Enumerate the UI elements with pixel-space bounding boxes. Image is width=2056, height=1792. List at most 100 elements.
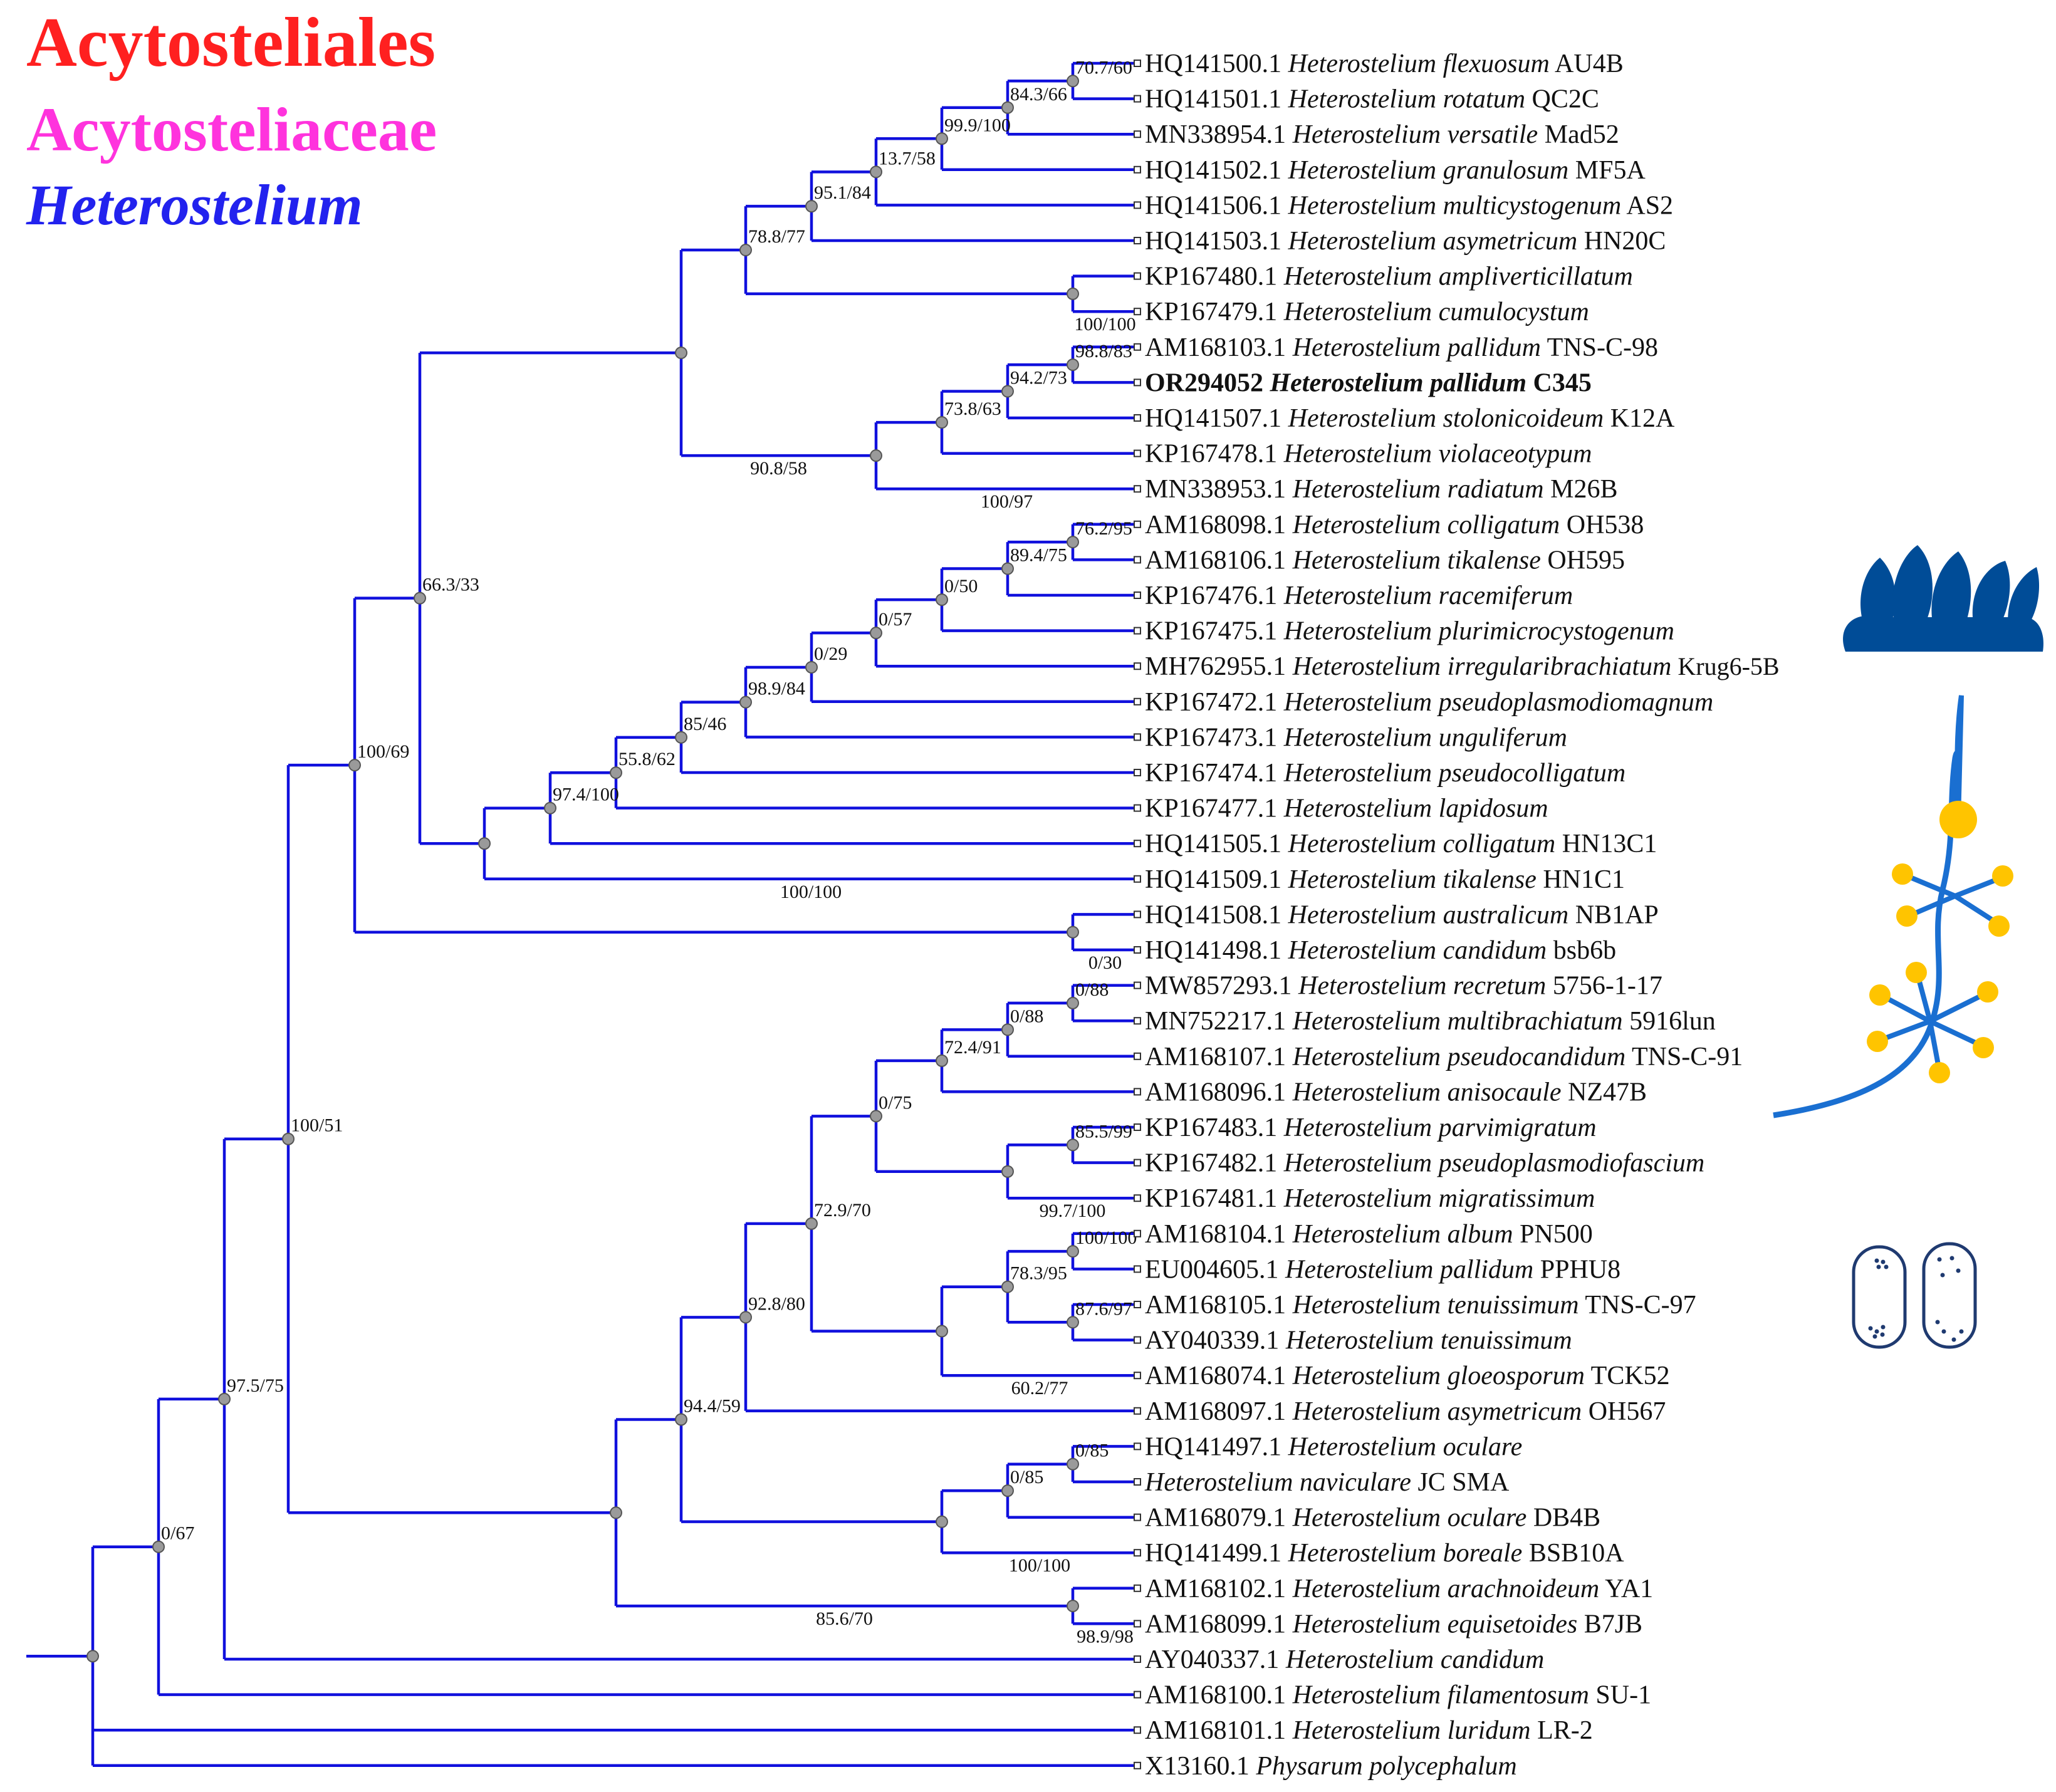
tip-species: Heterostelium oculare bbox=[1288, 1432, 1523, 1461]
tip-marker bbox=[1134, 272, 1141, 280]
tip-label: X13160.1 Physarum polycephalum bbox=[1145, 1752, 1517, 1781]
tip-accession: HQ141498.1 bbox=[1145, 936, 1288, 965]
support-value: 99.7/100 bbox=[1040, 1201, 1106, 1221]
tip-label: AM168096.1 Heterostelium anisocaule NZ47… bbox=[1145, 1078, 1647, 1107]
tip-strain: M26B bbox=[1544, 475, 1618, 504]
support-value: 100/100 bbox=[1075, 1227, 1137, 1248]
tree-node bbox=[1001, 562, 1014, 575]
tree-nodes bbox=[86, 75, 1079, 1663]
tip-accession: AM168099.1 bbox=[1145, 1610, 1293, 1638]
tip-accession: AM168079.1 bbox=[1145, 1504, 1293, 1533]
tip-species: Heterostelium multibrachiatum bbox=[1292, 1007, 1623, 1036]
tip-label: KP167476.1 Heterostelium racemiferum bbox=[1145, 581, 1573, 610]
tip-marker bbox=[1134, 378, 1141, 387]
tip-marker bbox=[1134, 910, 1141, 919]
tip-species: Heterostelium flexuosum bbox=[1288, 49, 1550, 78]
tip-marker bbox=[1134, 1088, 1141, 1096]
tip-strain: OH538 bbox=[1560, 511, 1644, 539]
tip-accession: AM168103.1 bbox=[1145, 333, 1293, 362]
tip-marker bbox=[1134, 414, 1141, 422]
tree-node bbox=[936, 593, 948, 607]
tip-species: Heterostelium boreale bbox=[1288, 1539, 1523, 1568]
tip-accession: AM168074.1 bbox=[1145, 1362, 1293, 1390]
tip-species: Heterostelium pallidum bbox=[1292, 333, 1541, 362]
tip-strain: JC SMA bbox=[1411, 1468, 1510, 1497]
tree-node bbox=[282, 1132, 295, 1145]
tip-label: HQ141508.1 Heterostelium australicum NB1… bbox=[1145, 900, 1659, 929]
tip-label: Heterostelium naviculare JC SMA bbox=[1144, 1468, 1510, 1497]
tip-accession: KP167474.1 bbox=[1145, 759, 1284, 788]
tip-strain: Mad52 bbox=[1538, 120, 1619, 149]
tree-node bbox=[1067, 925, 1079, 939]
tree-node bbox=[805, 660, 818, 674]
tip-species: Heterostelium oculare bbox=[1292, 1504, 1527, 1533]
tip-accession: KP167483.1 bbox=[1145, 1113, 1284, 1142]
tip-marker bbox=[1134, 591, 1141, 599]
tip-accession: AY040337.1 bbox=[1145, 1645, 1286, 1674]
tip-marker bbox=[1134, 840, 1141, 848]
tip-strain: BSB10A bbox=[1522, 1539, 1624, 1568]
tree-node bbox=[675, 1413, 687, 1426]
tip-strain: HN1C1 bbox=[1537, 865, 1625, 894]
tip-marker bbox=[1134, 1655, 1141, 1663]
support-value: 70.7/60 bbox=[1075, 57, 1132, 78]
tip-accession: MW857293.1 bbox=[1145, 972, 1298, 1001]
tip-accession: KP167478.1 bbox=[1145, 440, 1284, 469]
tip-species: Heterostelium migratissimum bbox=[1283, 1184, 1595, 1213]
tip-label: KP167478.1 Heterostelium violaceotypum bbox=[1145, 440, 1592, 469]
support-value: 60.2/77 bbox=[1011, 1378, 1068, 1399]
support-value: 76.2/95 bbox=[1075, 518, 1132, 539]
tip-accession: HQ141502.1 bbox=[1145, 156, 1288, 185]
tip-marker bbox=[1134, 556, 1141, 564]
tip-species: Heterostelium racemiferum bbox=[1283, 581, 1573, 610]
support-value: 73.8/63 bbox=[944, 399, 1001, 419]
tip-marker bbox=[1134, 1159, 1141, 1167]
tip-marker bbox=[1134, 1690, 1141, 1699]
support-value: 98.8/83 bbox=[1075, 341, 1132, 362]
tree-node bbox=[936, 416, 948, 429]
tip-accession: MN338953.1 bbox=[1145, 475, 1293, 504]
tip-label: AM168079.1 Heterostelium oculare DB4B bbox=[1145, 1504, 1600, 1533]
tip-strain: 5756-1-17 bbox=[1546, 972, 1662, 1001]
tip-species: Heterostelium irregularibrachiatum bbox=[1292, 652, 1672, 681]
tip-accession: HQ141505.1 bbox=[1145, 830, 1288, 858]
tip-marker bbox=[1134, 201, 1141, 209]
support-value: 98.9/98 bbox=[1077, 1626, 1134, 1647]
support-value: 100/100 bbox=[1009, 1555, 1070, 1576]
tip-accession: AM168107.1 bbox=[1145, 1043, 1293, 1071]
tip-species: Heterostelium pseudocolligatum bbox=[1283, 759, 1626, 788]
tree-node bbox=[739, 695, 752, 709]
tip-label: HQ141499.1 Heterostelium boreale BSB10A bbox=[1145, 1539, 1624, 1568]
support-value: 0/67 bbox=[161, 1523, 194, 1544]
tree-node bbox=[610, 1506, 622, 1519]
tree-node bbox=[1067, 287, 1079, 300]
support-value: 100/100 bbox=[780, 882, 842, 902]
tip-accession: HQ141497.1 bbox=[1145, 1432, 1288, 1461]
tip-marker bbox=[1134, 1229, 1141, 1237]
whorled-sorocarp-illustration bbox=[1773, 695, 2013, 1118]
tree-node bbox=[152, 1540, 165, 1553]
tip-species: Heterostelium recretum bbox=[1298, 972, 1546, 1001]
tip-accession: HQ141503.1 bbox=[1145, 227, 1288, 256]
support-labels: 0/67 97.5/75 100/51 100/69 66.3/33 90.8/58 78.… bbox=[161, 57, 1137, 1647]
sorocarp-cluster-illustration bbox=[1843, 545, 2043, 652]
support-value: 85.6/70 bbox=[816, 1608, 873, 1629]
tip-accession: KP167476.1 bbox=[1145, 581, 1284, 610]
tip-strain: HN20C bbox=[1577, 227, 1666, 256]
tree-node bbox=[1067, 1138, 1079, 1152]
support-value: 99.9/100 bbox=[944, 115, 1011, 135]
tip-marker bbox=[1134, 165, 1141, 174]
tip-strain: OH567 bbox=[1582, 1397, 1666, 1426]
tip-label: HQ141498.1 Heterostelium candidum bsb6b bbox=[1145, 936, 1616, 965]
tip-strain: TNS-C-91 bbox=[1625, 1043, 1743, 1071]
tip-label: HQ141506.1 Heterostelium multicystogenum… bbox=[1145, 191, 1673, 220]
tree-node bbox=[870, 165, 882, 179]
tip-marker bbox=[1134, 520, 1141, 528]
tip-accession: KP167477.1 bbox=[1145, 794, 1284, 823]
tree-node bbox=[86, 1650, 99, 1663]
tree-node bbox=[1001, 1023, 1014, 1036]
tip-species: Heterostelium asymetricum bbox=[1288, 227, 1578, 256]
tip-label: AM168097.1 Heterostelium asymetricum OH5… bbox=[1145, 1397, 1666, 1426]
support-value: 0/85 bbox=[1075, 1440, 1109, 1461]
tip-strain: K12A bbox=[1604, 404, 1675, 433]
